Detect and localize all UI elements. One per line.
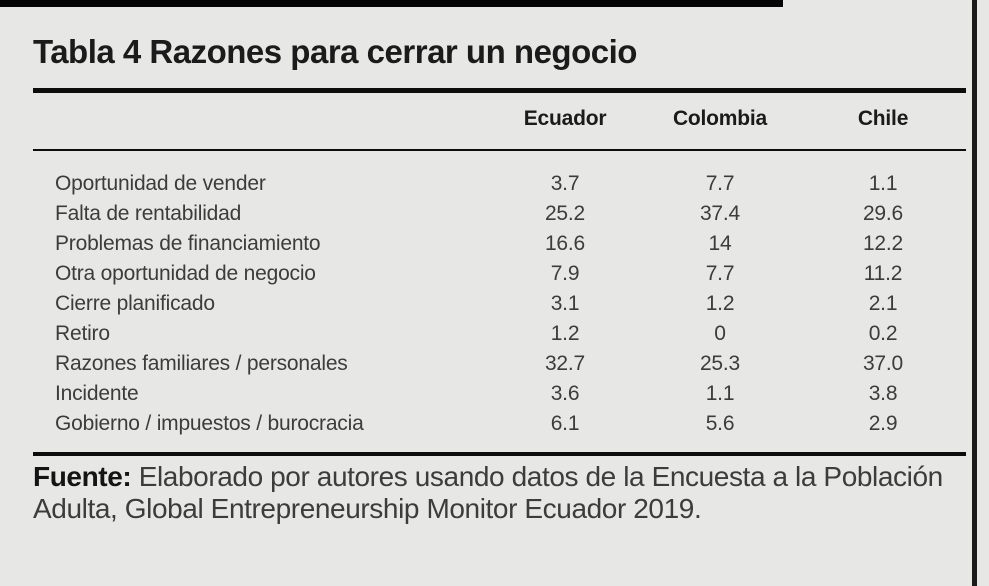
table-row: Gobierno / impuestos / burocracia 6.1 5.6 2…: [33, 409, 966, 439]
source-text: Elaborado por autores usando datos de la…: [33, 461, 943, 524]
table-row: Razones familiares / personales 32.7 25.3 3…: [33, 349, 966, 379]
row-value: 3.7: [550, 172, 580, 195]
source-note: Fuente: Elaborado por autores usando dat…: [33, 461, 947, 525]
table-row: Cierre planificado 3.1 1.2 2.1: [33, 289, 966, 319]
table-body: Oportunidad de vender 3.7 7.7 1.1 Falta de r…: [33, 169, 966, 439]
row-value: 37.0: [862, 352, 904, 375]
row-label: Otra oportunidad de negocio: [55, 262, 316, 285]
column-header-colombia: Colombia: [672, 107, 768, 130]
column-header-chile: Chile: [857, 107, 909, 130]
row-value: 16.6: [544, 232, 586, 255]
row-value: 12.2: [862, 232, 904, 255]
row-value: 7.9: [550, 262, 580, 285]
row-value: 7.7: [705, 262, 735, 285]
table-row: Retiro 1.2 0 0.2: [33, 319, 966, 349]
table-row: Falta de rentabilidad 25.2 37.4 29.6: [33, 199, 966, 229]
row-value: 0: [714, 322, 726, 345]
row-value: 37.4: [699, 202, 741, 225]
row-value: 1.1: [868, 172, 898, 195]
row-value: 6.1: [550, 412, 580, 435]
table-row: Oportunidad de vender 3.7 7.7 1.1: [33, 169, 966, 199]
row-value: 7.7: [705, 172, 735, 195]
column-header-row: Ecuador Colombia Chile: [33, 107, 966, 131]
top-border-artifact: [0, 0, 783, 7]
row-value: 3.8: [868, 382, 898, 405]
row-label: Incidente: [55, 382, 139, 405]
row-label: Problemas de financiamiento: [55, 232, 321, 255]
row-label: Oportunidad de vender: [55, 172, 266, 195]
column-header-ecuador: Ecuador: [523, 107, 607, 130]
row-value: 2.9: [868, 412, 898, 435]
row-value: 32.7: [544, 352, 586, 375]
row-value: 1.2: [550, 322, 580, 345]
row-value: 1.1: [705, 382, 735, 405]
header-divider-rule: [33, 149, 966, 151]
title-divider-rule: [33, 88, 966, 93]
source-label: Fuente:: [33, 461, 132, 492]
table-sheet: Tabla 4 Razones para cerrar un negocio E…: [33, 0, 966, 586]
row-value: 0.2: [868, 322, 898, 345]
right-border-artifact: [972, 0, 977, 586]
table-title: Tabla 4 Razones para cerrar un negocio: [33, 33, 637, 70]
row-label: Cierre planificado: [55, 292, 215, 315]
row-label: Razones familiares / personales: [55, 352, 348, 375]
row-value: 3.1: [550, 292, 580, 315]
row-value: 2.1: [868, 292, 898, 315]
row-value: 11.2: [863, 262, 903, 285]
table-row: Otra oportunidad de negocio 7.9 7.7 11.2: [33, 259, 966, 289]
bottom-divider-rule: [33, 452, 966, 456]
row-value: 14: [708, 232, 732, 255]
row-label: Retiro: [55, 322, 110, 345]
table-row: Problemas de financiamiento 16.6 14 12.2: [33, 229, 966, 259]
row-value: 5.6: [705, 412, 735, 435]
row-value: 29.6: [862, 202, 904, 225]
row-value: 25.2: [544, 202, 586, 225]
row-value: 3.6: [550, 382, 580, 405]
row-value: 1.2: [705, 292, 735, 315]
row-label: Gobierno / impuestos / burocracia: [55, 412, 364, 435]
row-label: Falta de rentabilidad: [55, 202, 242, 225]
header-spacer-cell: [33, 107, 490, 131]
table-row: Incidente 3.6 1.1 3.8: [33, 379, 966, 409]
row-value: 25.3: [699, 352, 741, 375]
